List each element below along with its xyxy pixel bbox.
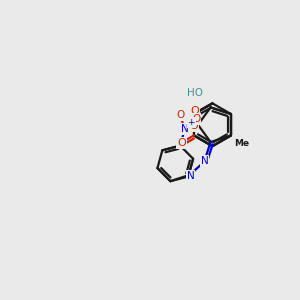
Text: N: N — [181, 124, 189, 134]
Text: +: + — [188, 118, 195, 127]
Text: O: O — [190, 106, 199, 116]
Text: O: O — [177, 138, 186, 148]
Text: O: O — [190, 121, 198, 131]
Text: N: N — [201, 156, 208, 166]
Text: Me: Me — [234, 139, 250, 148]
Text: N: N — [187, 171, 195, 181]
Text: O: O — [176, 110, 184, 120]
Text: HO: HO — [187, 88, 203, 98]
Text: O: O — [192, 114, 200, 124]
